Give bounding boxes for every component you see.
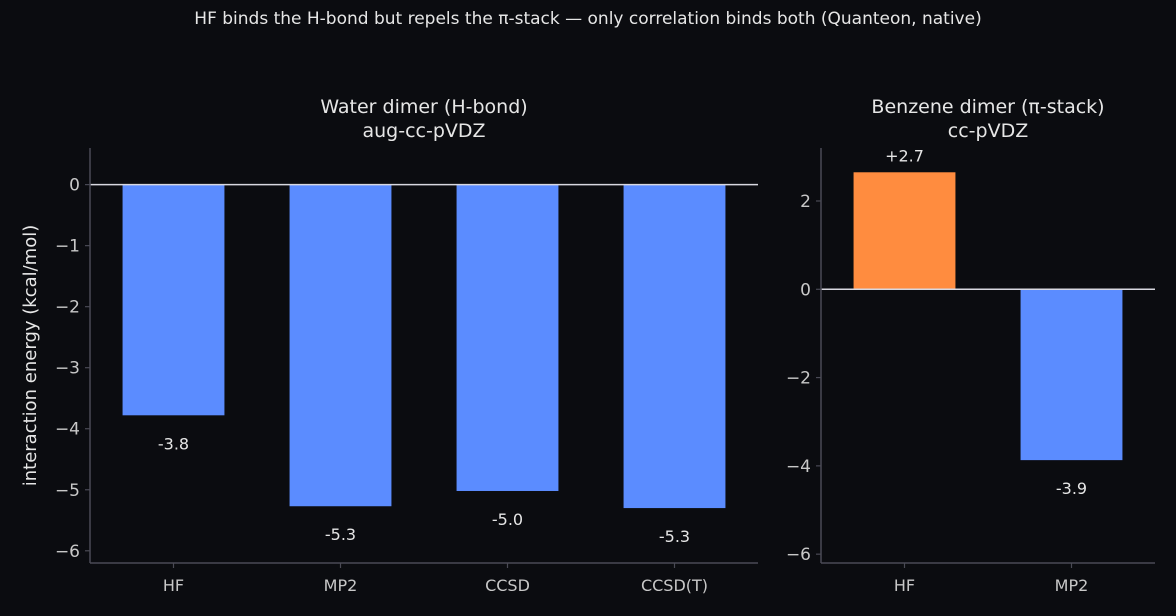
y-tick-label: 0 (800, 280, 811, 300)
y-tick-label: 2 (800, 192, 811, 212)
water-dimer-panel: Water dimer (H-bond)aug-cc-pVDZ -3.8 -5.3 -… (20, 96, 758, 595)
y-tick-label: −2 (786, 369, 811, 389)
panel-title-line: Water dimer (H-bond) (320, 96, 527, 118)
panel-title-line: aug-cc-pVDZ (362, 120, 485, 142)
y-tick-label: −3 (55, 359, 80, 379)
panel-title-line: cc-pVDZ (948, 120, 1028, 142)
y-tick-label: −4 (786, 457, 811, 477)
x-tick-label: HF (894, 576, 915, 595)
y-tick-label: −5 (55, 481, 80, 501)
x-tick-label: HF (163, 576, 184, 595)
bar-value-label: -3.8 (158, 434, 189, 453)
x-tick-label: CCSD(T) (641, 576, 708, 595)
bar-ccsd-t- (623, 184, 726, 509)
bar-ccsd (456, 184, 559, 491)
y-tick-label: −6 (55, 542, 80, 562)
bar-value-label: -3.9 (1056, 479, 1087, 498)
bar-value-label: -5.3 (659, 527, 690, 546)
y-tick-label: −2 (55, 298, 80, 318)
bar-hf (122, 184, 225, 416)
x-tick-label: CCSD (485, 576, 530, 595)
figure-suptitle: HF binds the H-bond but repels the π-sta… (194, 9, 982, 29)
y-tick-label: 0 (69, 176, 80, 196)
y-tick-label: −1 (55, 237, 80, 257)
bar-value-label: -5.3 (325, 525, 356, 544)
bar-mp2 (1020, 289, 1123, 461)
benzene-dimer-panel: Benzene dimer (π-stack)cc-pVDZ +2.7 -3.9 2 0… (786, 96, 1155, 595)
y-tick-label: −6 (786, 545, 811, 565)
panel-title-line: Benzene dimer (π-stack) (871, 96, 1104, 118)
y-tick-label: −4 (55, 420, 80, 440)
bar-mp2 (289, 184, 392, 507)
x-tick-label: MP2 (1055, 576, 1089, 595)
y-axis-label: interaction energy (kcal/mol) (20, 225, 41, 487)
bar-value-label: -5.0 (492, 510, 523, 529)
bar-value-label: +2.7 (885, 146, 924, 165)
bar-hf (853, 172, 956, 290)
x-tick-label: MP2 (324, 576, 358, 595)
